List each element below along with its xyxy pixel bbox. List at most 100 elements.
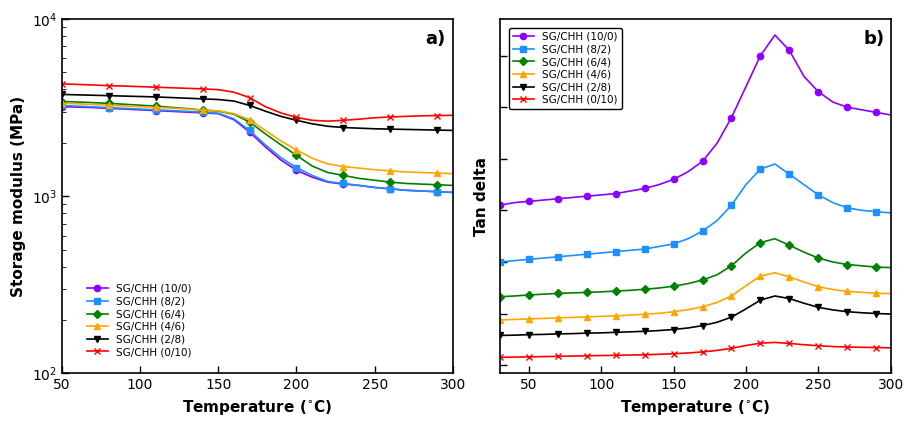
SG/CHH (4/6) (401, 169, 412, 175)
SG/CHH (10/0) (610, 191, 621, 196)
SG/CHH (2/8) (755, 297, 766, 303)
SG/CHH (6/4) (639, 287, 650, 292)
SG/CHH (2/8) (566, 331, 577, 336)
SG/CHH (6/4) (260, 131, 271, 137)
SG/CHH (10/0) (72, 104, 83, 110)
SG/CHH (8/2) (57, 103, 68, 108)
SG/CHH (6/4) (653, 285, 664, 291)
SG/CHH (8/2) (275, 155, 286, 160)
SG/CHH (0/10) (307, 118, 318, 123)
SG/CHH (4/6) (275, 138, 286, 143)
Line: SG/CHH (6/4): SG/CHH (6/4) (59, 98, 456, 189)
SG/CHH (4/6) (181, 107, 192, 112)
SG/CHH (6/4) (625, 288, 636, 293)
SG/CHH (2/8) (150, 94, 161, 99)
SG/CHH (4/6) (827, 287, 838, 292)
SG/CHH (0/10) (229, 89, 240, 95)
SG/CHH (8/2) (538, 256, 549, 261)
SG/CHH (0/10) (886, 345, 897, 351)
SG/CHH (6/4) (103, 101, 114, 106)
SG/CHH (4/6) (886, 291, 897, 296)
SG/CHH (10/0) (566, 195, 577, 200)
SG/CHH (8/2) (610, 249, 621, 254)
SG/CHH (0/10) (401, 114, 412, 119)
SG/CHH (6/4) (88, 100, 99, 105)
SG/CHH (6/4) (432, 182, 443, 187)
SG/CHH (4/6) (871, 291, 882, 296)
SG/CHH (2/8) (135, 94, 145, 99)
SG/CHH (2/8) (712, 320, 723, 325)
SG/CHH (2/8) (197, 96, 208, 101)
SG/CHH (6/4) (181, 106, 192, 111)
SG/CHH (4/6) (755, 273, 766, 279)
SG/CHH (6/4) (72, 99, 83, 104)
Text: a): a) (425, 30, 446, 48)
SG/CHH (0/10) (135, 84, 145, 89)
SG/CHH (8/2) (784, 172, 795, 177)
SG/CHH (2/8) (697, 323, 708, 328)
SG/CHH (8/2) (625, 248, 636, 253)
SG/CHH (6/4) (291, 153, 302, 158)
SG/CHH (10/0) (181, 110, 192, 115)
SG/CHH (4/6) (197, 107, 208, 113)
SG/CHH (10/0) (57, 104, 68, 109)
SG/CHH (2/8) (307, 121, 318, 126)
SG/CHH (8/2) (181, 109, 192, 114)
SG/CHH (10/0) (150, 108, 161, 113)
SG/CHH (10/0) (842, 105, 853, 110)
SG/CHH (8/2) (683, 236, 694, 241)
Legend: SG/CHH (10/0), SG/CHH (8/2), SG/CHH (6/4), SG/CHH (4/6), SG/CHH (2/8), SG/CHH (0: SG/CHH (10/0), SG/CHH (8/2), SG/CHH (6/4… (82, 280, 196, 361)
SG/CHH (0/10) (538, 354, 549, 359)
SG/CHH (4/6) (813, 284, 824, 289)
SG/CHH (8/2) (244, 128, 255, 133)
SG/CHH (0/10) (322, 119, 333, 124)
SG/CHH (0/10) (197, 86, 208, 92)
SG/CHH (2/8) (856, 310, 867, 315)
SG/CHH (10/0) (581, 193, 592, 199)
SG/CHH (2/8) (275, 114, 286, 119)
SG/CHH (0/10) (385, 114, 396, 119)
SG/CHH (10/0) (369, 185, 380, 190)
SG/CHH (0/10) (726, 346, 737, 351)
SG/CHH (6/4) (385, 180, 396, 185)
SG/CHH (8/2) (135, 107, 145, 112)
SG/CHH (2/8) (813, 305, 824, 310)
SG/CHH (4/6) (494, 318, 505, 323)
SG/CHH (8/2) (150, 107, 161, 113)
SG/CHH (4/6) (712, 300, 723, 305)
SG/CHH (10/0) (307, 175, 318, 180)
SG/CHH (2/8) (538, 332, 549, 337)
SG/CHH (2/8) (166, 95, 177, 100)
SG/CHH (0/10) (416, 113, 427, 119)
SG/CHH (6/4) (755, 240, 766, 245)
SG/CHH (10/0) (683, 169, 694, 174)
SG/CHH (8/2) (566, 253, 577, 258)
SG/CHH (0/10) (596, 353, 607, 358)
SG/CHH (2/8) (886, 312, 897, 317)
SG/CHH (4/6) (799, 279, 810, 285)
SG/CHH (0/10) (353, 116, 364, 122)
SG/CHH (4/6) (260, 128, 271, 133)
SG/CHH (8/2) (770, 161, 780, 166)
SG/CHH (4/6) (842, 289, 853, 294)
SG/CHH (8/2) (813, 192, 824, 197)
SG/CHH (6/4) (57, 99, 68, 104)
SG/CHH (10/0) (229, 117, 240, 122)
SG/CHH (6/4) (784, 243, 795, 248)
SG/CHH (4/6) (135, 104, 145, 109)
SG/CHH (8/2) (119, 106, 130, 111)
SG/CHH (0/10) (275, 110, 286, 116)
SG/CHH (2/8) (740, 306, 751, 312)
SG/CHH (4/6) (784, 274, 795, 279)
SG/CHH (2/8) (401, 127, 412, 132)
SG/CHH (4/6) (291, 148, 302, 153)
SG/CHH (6/4) (697, 277, 708, 282)
SG/CHH (6/4) (275, 142, 286, 147)
SG/CHH (6/4) (509, 294, 520, 299)
SG/CHH (8/2) (842, 205, 853, 211)
SG/CHH (6/4) (416, 181, 427, 187)
SG/CHH (4/6) (244, 117, 255, 122)
SG/CHH (2/8) (244, 103, 255, 108)
SG/CHH (10/0) (385, 186, 396, 191)
SG/CHH (10/0) (813, 89, 824, 94)
